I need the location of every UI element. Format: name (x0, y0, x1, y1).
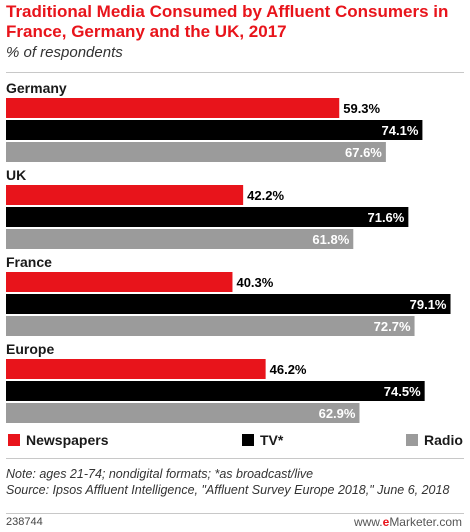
bar-germany-0 (6, 98, 340, 118)
legend-label-radio: Radio (424, 432, 463, 448)
bar-france-1 (6, 294, 451, 314)
bottom-divider (6, 458, 464, 459)
legend-newspapers: Newspapers (8, 432, 108, 448)
footer-divider (6, 513, 464, 514)
brand-logo: www.eMarketer.com (354, 515, 462, 529)
chart-subtitle: % of respondents (6, 44, 123, 61)
legend-label-tv: TV* (260, 432, 284, 448)
bar-europe-2 (6, 403, 360, 423)
data-label-france-2: 72.7% (374, 319, 411, 334)
data-label-europe-2: 62.9% (319, 406, 356, 421)
footnote: Note: ages 21-74; nondigital formats; *a… (6, 466, 466, 498)
chart-id: 238744 (6, 516, 43, 528)
source-text: Source: Ipsos Affluent Intelligence, "Af… (6, 483, 450, 497)
bar-chart: Germany 59.3%74.1%67.6% UK 42.2% 71.6% 61.8% F… (6, 80, 451, 423)
bar-uk-0 (6, 185, 244, 205)
data-label-uk-1: 71.6% (367, 210, 404, 225)
data-label-europe-1: 74.5% (384, 384, 421, 399)
brand-e: e (382, 515, 390, 529)
bar-europe-1 (6, 381, 425, 401)
legend-swatch-radio (406, 434, 418, 446)
legend-label-newspapers: Newspapers (26, 432, 109, 448)
data-label-france-1: 79.1% (410, 297, 447, 312)
bar-europe-0 (6, 359, 266, 379)
category-label-france: France (6, 254, 52, 270)
bar-germany-1 (6, 120, 423, 140)
legend-swatch-tv (242, 434, 254, 446)
data-label-uk-0: 42.2% (247, 188, 284, 203)
bar-france-2 (6, 316, 415, 336)
brand-prefix: www. (353, 515, 383, 529)
bar-uk-2 (6, 229, 354, 249)
bar-uk-1 (6, 207, 409, 227)
top-divider (6, 72, 464, 73)
note-text: Note: ages 21-74; nondigital formats; *a… (6, 467, 314, 481)
chart-title: Traditional Media Consumed by Affluent C… (6, 2, 449, 41)
data-label-germany-0: 59.3% (343, 101, 380, 116)
data-label-germany-2: 67.6% (345, 145, 382, 160)
data-label-germany-1: 74.1% (382, 123, 419, 138)
data-label-uk-2: 61.8% (312, 232, 349, 247)
data-label-europe-0: 46.2% (270, 362, 307, 377)
bar-germany-2 (6, 142, 386, 162)
category-label-uk: UK (6, 167, 26, 183)
category-label-germany: Germany (6, 80, 67, 96)
legend-swatch-newspapers (8, 434, 20, 446)
brand-rest: Marketer.com (389, 515, 462, 529)
bar-france-0 (6, 272, 233, 292)
legend-tv: TV* (242, 432, 283, 448)
category-label-europe: Europe (6, 341, 54, 357)
legend-radio: Radio (406, 432, 463, 448)
data-label-france-0: 40.3% (236, 275, 273, 290)
